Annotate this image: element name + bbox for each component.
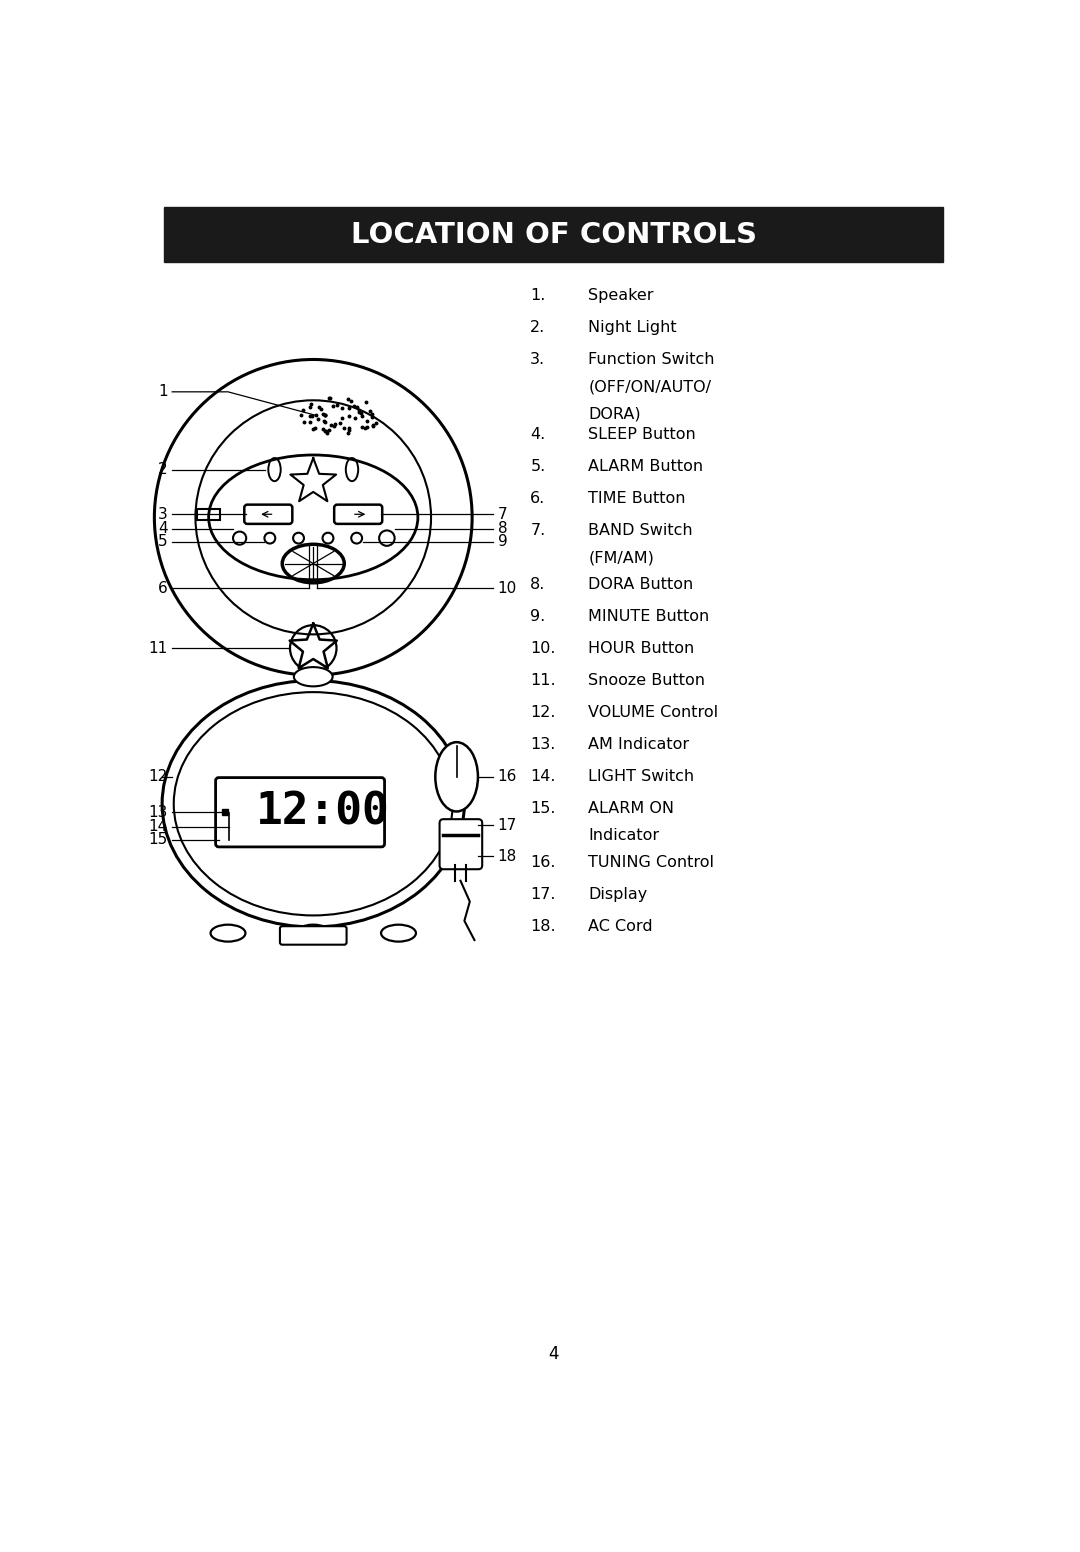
Text: 17.: 17.	[530, 886, 556, 902]
Text: ALARM ON: ALARM ON	[589, 801, 674, 816]
Text: 14.: 14.	[530, 768, 556, 784]
Text: LOCATION OF CONTROLS: LOCATION OF CONTROLS	[351, 220, 757, 248]
Text: 3.: 3.	[530, 352, 545, 366]
Text: 17: 17	[498, 818, 517, 833]
Bar	[197, 509, 220, 520]
Text: TUNING Control: TUNING Control	[589, 855, 714, 869]
Text: 13.: 13.	[530, 737, 555, 751]
Text: 5.: 5.	[530, 459, 545, 475]
Text: 3: 3	[158, 508, 167, 521]
Text: VOLUME Control: VOLUME Control	[589, 705, 718, 720]
Text: 15: 15	[148, 832, 167, 847]
Text: Speaker: Speaker	[589, 287, 653, 303]
Text: 2.: 2.	[530, 320, 545, 335]
Text: 11: 11	[148, 641, 167, 656]
Ellipse shape	[294, 667, 333, 686]
Ellipse shape	[381, 925, 416, 942]
Text: 10.: 10.	[530, 641, 556, 656]
Text: 5: 5	[158, 534, 167, 549]
Text: 4: 4	[158, 521, 167, 537]
Text: 4: 4	[549, 1346, 558, 1363]
Text: 18.: 18.	[530, 919, 556, 934]
Text: Night Light: Night Light	[589, 320, 677, 335]
Text: 6.: 6.	[530, 492, 545, 506]
Text: 12: 12	[148, 770, 167, 784]
Text: 6: 6	[158, 580, 167, 596]
Text: 10: 10	[498, 580, 517, 596]
Text: 1: 1	[158, 385, 167, 399]
Text: 12.: 12.	[530, 705, 556, 720]
Text: TIME Button: TIME Button	[589, 492, 686, 506]
FancyBboxPatch shape	[216, 778, 384, 847]
Text: 13: 13	[148, 805, 167, 819]
Text: 12:00: 12:00	[256, 792, 390, 833]
Text: 2: 2	[158, 462, 167, 476]
Text: BAND Switch: BAND Switch	[589, 523, 693, 539]
Text: DORA): DORA)	[589, 407, 642, 422]
Text: AC Cord: AC Cord	[589, 919, 653, 934]
Text: HOUR Button: HOUR Button	[589, 641, 694, 656]
FancyBboxPatch shape	[440, 819, 482, 869]
Text: 15.: 15.	[530, 801, 556, 816]
Ellipse shape	[296, 925, 330, 942]
Text: ALARM Button: ALARM Button	[589, 459, 703, 475]
Text: 8: 8	[498, 521, 508, 537]
Text: AM Indicator: AM Indicator	[589, 737, 689, 751]
Text: DORA Button: DORA Button	[589, 577, 693, 593]
Text: (FM/AM): (FM/AM)	[589, 551, 654, 565]
Ellipse shape	[211, 925, 245, 942]
Text: 1.: 1.	[530, 287, 545, 303]
Text: Function Switch: Function Switch	[589, 352, 715, 366]
Ellipse shape	[435, 742, 478, 812]
Text: 9: 9	[498, 534, 508, 549]
Text: Display: Display	[589, 886, 648, 902]
Text: 7: 7	[498, 508, 508, 521]
Bar	[164, 206, 943, 262]
Text: 16.: 16.	[530, 855, 556, 869]
Text: 4.: 4.	[530, 427, 545, 442]
Text: 16: 16	[498, 770, 517, 784]
Text: MINUTE Button: MINUTE Button	[589, 608, 710, 624]
Text: 7.: 7.	[530, 523, 545, 539]
Text: 8.: 8.	[530, 577, 545, 593]
Text: 9.: 9.	[530, 608, 545, 624]
Text: 18: 18	[498, 849, 517, 863]
Text: 14: 14	[148, 819, 167, 835]
Text: Snooze Button: Snooze Button	[589, 674, 705, 688]
Text: (OFF/ON/AUTO/: (OFF/ON/AUTO/	[589, 379, 712, 394]
Text: LIGHT Switch: LIGHT Switch	[589, 768, 694, 784]
Text: SLEEP Button: SLEEP Button	[589, 427, 697, 442]
Text: Indicator: Indicator	[589, 829, 660, 843]
Text: 11.: 11.	[530, 674, 556, 688]
FancyBboxPatch shape	[280, 927, 347, 945]
